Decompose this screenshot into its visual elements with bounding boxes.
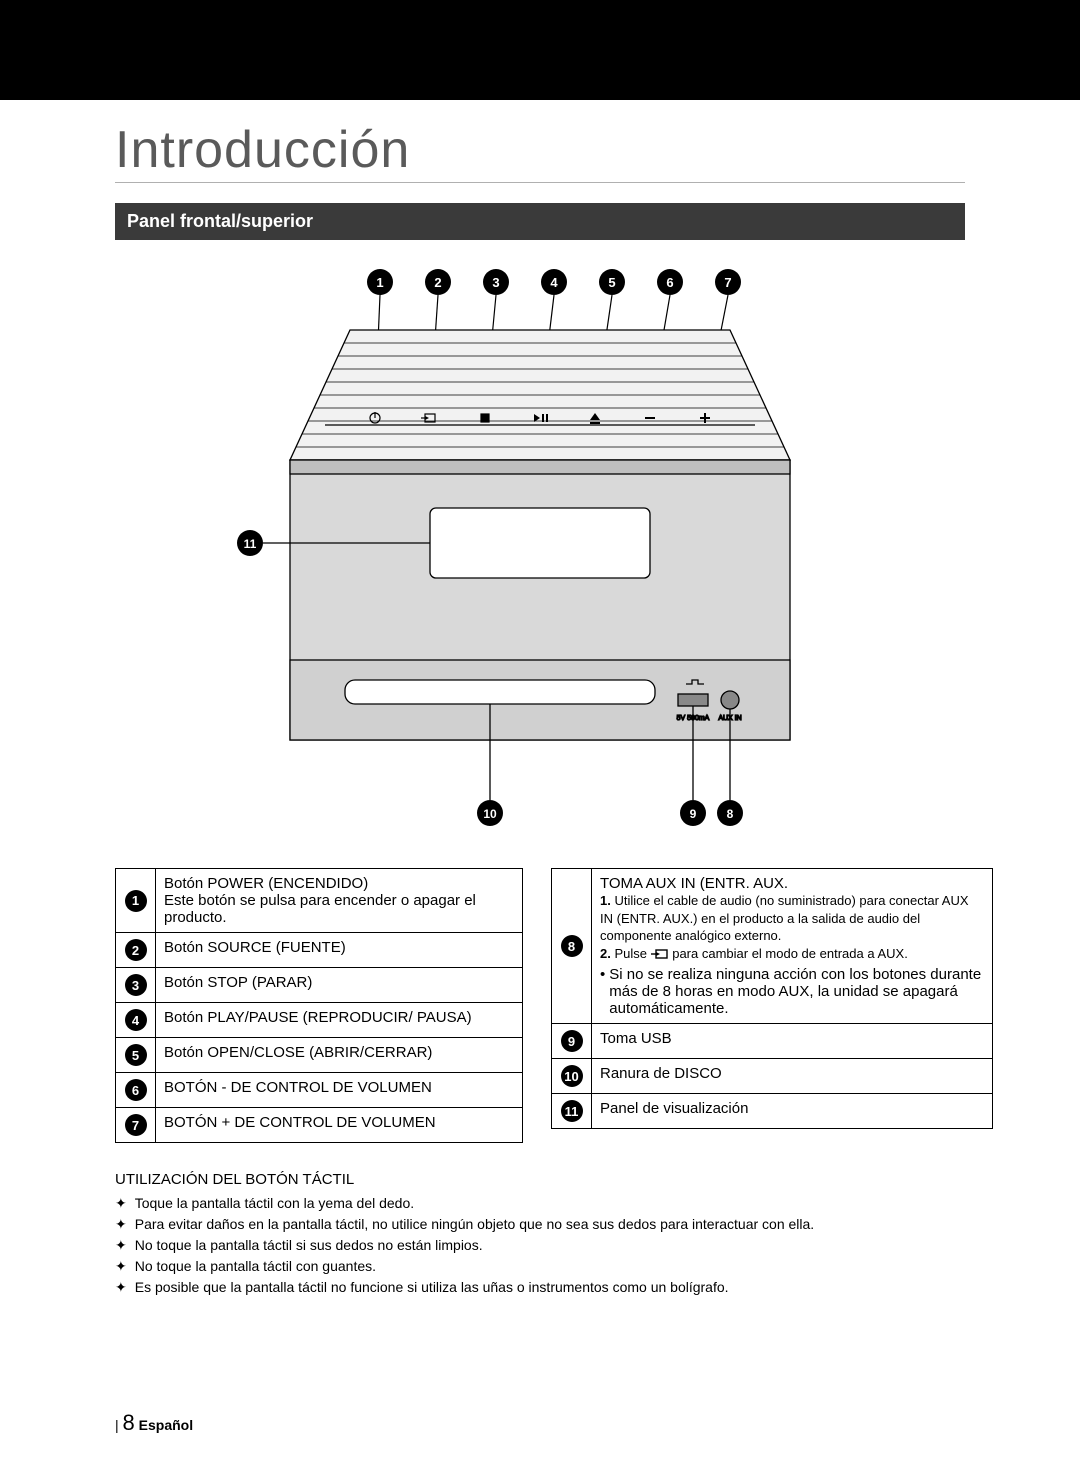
legend-cell: Botón OPEN/CLOSE (ABRIR/CERRAR)	[156, 1038, 523, 1073]
legend-num-icon: 9	[561, 1030, 583, 1052]
touch-item: ✦No toque la pantalla táctil con guantes…	[115, 1257, 965, 1276]
legend-num-icon: 4	[125, 1009, 147, 1031]
legend-cell: Botón PLAY/PAUSE (REPRODUCIR/ PAUSA)	[156, 1003, 523, 1038]
svg-text:1: 1	[376, 275, 383, 290]
legend-num-icon: 2	[125, 939, 147, 961]
diamond-icon: ✦	[115, 1236, 127, 1255]
legend-cell: Toma USB	[592, 1024, 993, 1059]
svg-text:10: 10	[483, 807, 497, 821]
touch-item: ✦Es posible que la pantalla táctil no fu…	[115, 1278, 965, 1297]
touch-item: ✦Toque la pantalla táctil con la yema de…	[115, 1194, 965, 1213]
legend-cell: Ranura de DISCO	[592, 1059, 993, 1094]
subhead: Panel frontal/superior	[115, 203, 965, 240]
legend-table-left: 1 Botón POWER (ENCENDIDO)Este botón se pu…	[115, 868, 523, 1143]
page-number: 8	[123, 1410, 135, 1435]
legend-num-icon: 8	[561, 935, 583, 957]
legend-cell: Botón POWER (ENCENDIDO)Este botón se pul…	[156, 869, 523, 933]
legend-tables: 1 Botón POWER (ENCENDIDO)Este botón se pu…	[115, 868, 965, 1143]
legend-cell: Panel de visualización	[592, 1094, 993, 1129]
legend-cell: BOTÓN - DE CONTROL DE VOLUMEN	[156, 1073, 523, 1108]
legend-cell: BOTÓN + DE CONTROL DE VOLUMEN	[156, 1108, 523, 1143]
touch-list: ✦Toque la pantalla táctil con la yema de…	[115, 1194, 965, 1296]
svg-text:5: 5	[608, 275, 615, 290]
legend-num-icon: 10	[561, 1065, 583, 1087]
touch-title: UTILIZACIÓN DEL BOTÓN TÁCTIL	[115, 1171, 965, 1188]
svg-text:6: 6	[666, 275, 673, 290]
svg-text:2: 2	[434, 275, 441, 290]
legend-num-icon: 11	[561, 1100, 583, 1122]
touch-item: ✦No toque la pantalla táctil si sus dedo…	[115, 1236, 965, 1255]
legend-cell: TOMA AUX IN (ENTR. AUX.1. Utilice el cab…	[592, 869, 993, 1024]
section-title: Introducción	[115, 120, 965, 183]
top-black-band	[0, 0, 1080, 100]
legend-num-icon: 5	[125, 1044, 147, 1066]
page-lang: Español	[139, 1417, 193, 1433]
device-diagram: 1 2 3 4 5 6 7	[230, 260, 850, 850]
legend-num-icon: 6	[125, 1079, 147, 1101]
svg-text:7: 7	[724, 275, 731, 290]
svg-text:8: 8	[727, 807, 734, 821]
diamond-icon: ✦	[115, 1194, 127, 1213]
svg-text:3: 3	[492, 275, 499, 290]
diamond-icon: ✦	[115, 1278, 127, 1297]
legend-num-icon: 1	[125, 890, 147, 912]
page-content: Introducción Panel frontal/superior 1 2 3 4…	[0, 100, 1080, 1476]
page-footer: | 8 Español	[115, 1410, 193, 1436]
svg-text:9: 9	[690, 807, 697, 821]
legend-cell: Botón SOURCE (FUENTE)	[156, 933, 523, 968]
legend-num-icon: 7	[125, 1114, 147, 1136]
svg-text:11: 11	[244, 537, 257, 551]
legend-cell: Botón STOP (PARAR)	[156, 968, 523, 1003]
legend-table-right: 8 TOMA AUX IN (ENTR. AUX.1. Utilice el ca…	[551, 868, 993, 1129]
diamond-icon: ✦	[115, 1215, 127, 1234]
legend-num-icon: 3	[125, 974, 147, 996]
diamond-icon: ✦	[115, 1257, 127, 1276]
source-icon	[651, 948, 669, 960]
touch-section: UTILIZACIÓN DEL BOTÓN TÁCTIL ✦Toque la p…	[115, 1171, 965, 1296]
touch-item: ✦Para evitar daños en la pantalla táctil…	[115, 1215, 965, 1234]
diagram-container: 1 2 3 4 5 6 7	[115, 260, 965, 850]
svg-text:4: 4	[550, 275, 558, 290]
